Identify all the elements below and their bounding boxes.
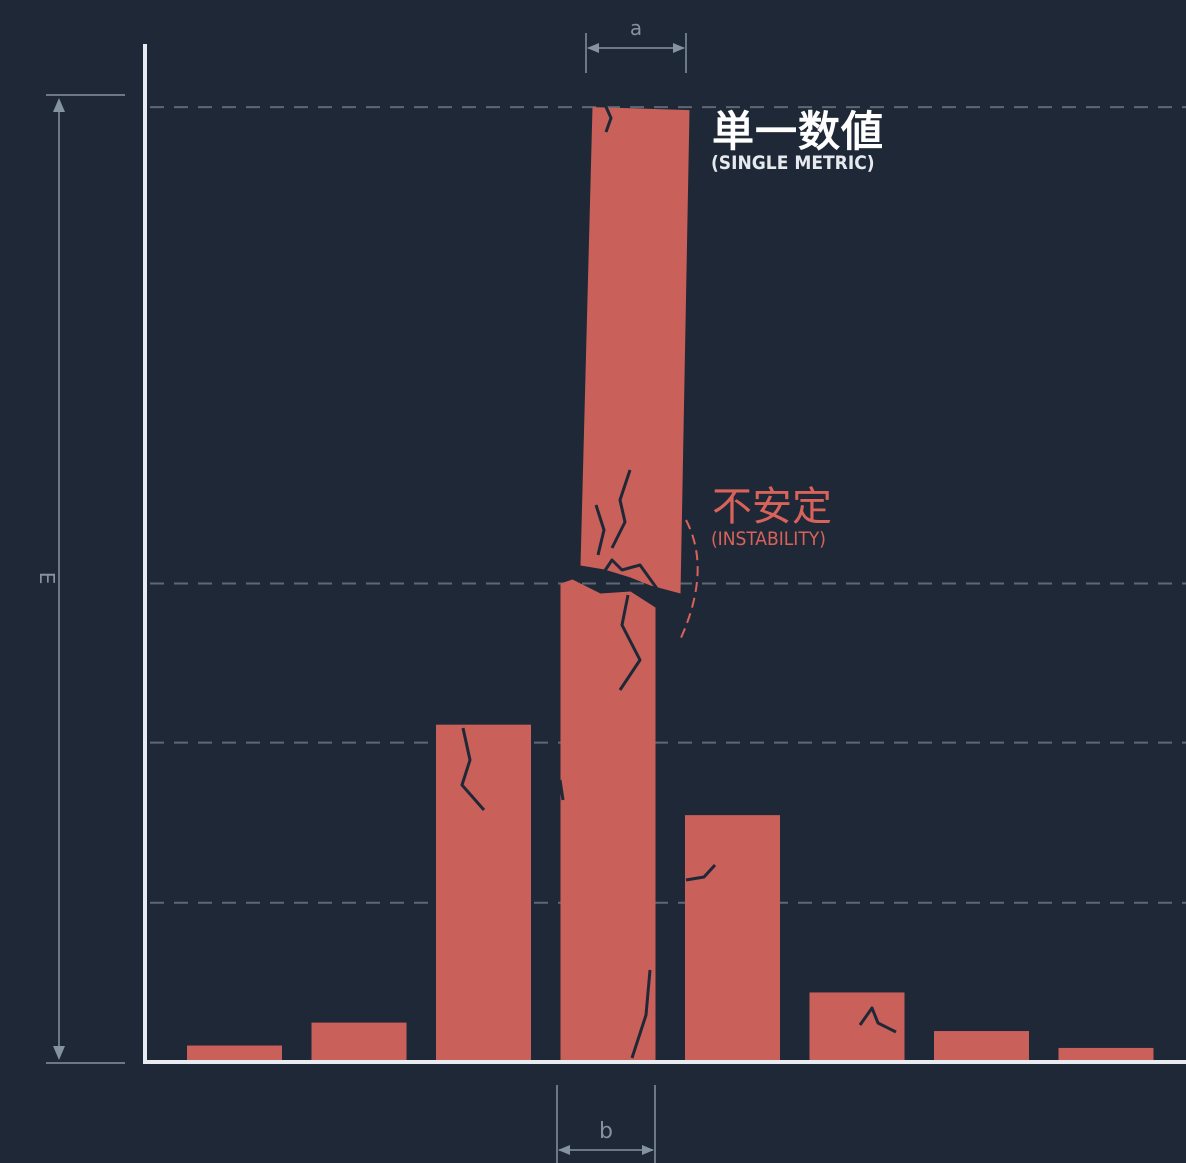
dim-e-arrow-top xyxy=(53,98,65,112)
bar-4-lower xyxy=(560,579,656,1060)
bar-5 xyxy=(685,815,780,1060)
bar-6 xyxy=(809,992,905,1060)
instability-arc xyxy=(679,519,699,641)
cracks-layer xyxy=(460,99,897,1059)
instability-annotation-title: 不安定 xyxy=(712,484,832,530)
instability-annotation-subtitle: (INSTABILITY) xyxy=(711,528,826,550)
bar-4-upper xyxy=(580,107,690,594)
bar-8 xyxy=(1058,1047,1154,1060)
dim-a-arrow-right xyxy=(673,43,685,53)
crack-line-10 xyxy=(558,779,565,801)
crack-line-8 xyxy=(858,1006,897,1034)
dimension-label-a: a xyxy=(630,16,642,40)
dimension-label-e: E xyxy=(35,572,59,585)
dimension-layer: a b E xyxy=(35,16,687,1163)
peak-annotation-subtitle: (SINGLE METRIC) xyxy=(711,152,875,174)
peak-annotation-title: 単一数値 xyxy=(712,107,885,156)
crack-line-3 xyxy=(610,469,632,549)
dimension-label-b: b xyxy=(599,1119,613,1144)
dim-e-arrow-bottom xyxy=(53,1046,65,1060)
dim-b-arrow-right xyxy=(642,1145,654,1155)
dim-a-arrow-left xyxy=(587,43,599,53)
crack-line-4 xyxy=(594,504,606,556)
bars-layer xyxy=(187,107,1154,1060)
crack-line-6 xyxy=(460,727,486,811)
crack-line-9 xyxy=(630,969,652,1059)
bar-7 xyxy=(934,1031,1029,1060)
crack-line-1 xyxy=(601,99,613,133)
bar-1 xyxy=(187,1045,282,1060)
crack-line-7 xyxy=(685,863,717,882)
bar-3 xyxy=(436,724,531,1060)
crack-line-5 xyxy=(618,594,642,691)
bar-2 xyxy=(311,1022,407,1060)
dim-b-arrow-left xyxy=(558,1145,570,1155)
crack-line-2 xyxy=(598,558,660,591)
